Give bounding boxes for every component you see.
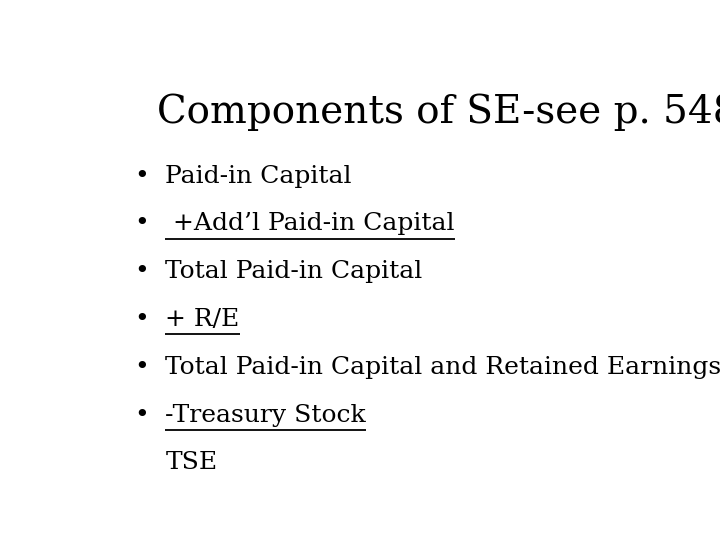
Text: •: • <box>135 165 149 187</box>
Text: •: • <box>135 356 149 379</box>
Text: Components of SE-see p. 548: Components of SE-see p. 548 <box>157 94 720 131</box>
Text: •: • <box>135 404 149 427</box>
Text: Total Paid-in Capital: Total Paid-in Capital <box>166 260 423 283</box>
Text: + R/E: + R/E <box>166 308 240 331</box>
Text: •: • <box>135 212 149 235</box>
Text: Paid-in Capital: Paid-in Capital <box>166 165 352 187</box>
Text: +Add’l Paid-in Capital: +Add’l Paid-in Capital <box>166 212 455 235</box>
Text: •: • <box>135 260 149 283</box>
Text: -Treasury Stock: -Treasury Stock <box>166 404 366 427</box>
Text: Total Paid-in Capital and Retained Earnings: Total Paid-in Capital and Retained Earni… <box>166 356 720 379</box>
Text: •: • <box>135 308 149 331</box>
Text: TSE: TSE <box>166 451 217 475</box>
